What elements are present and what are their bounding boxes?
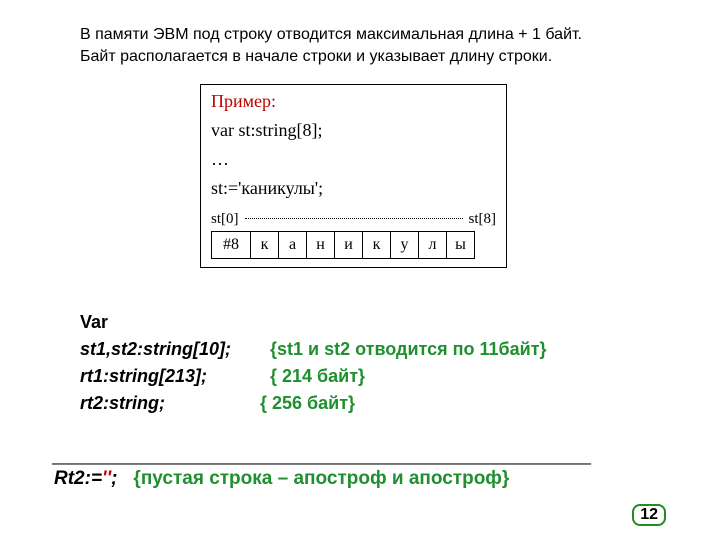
cell-row: #8 к а н и к у л ы <box>211 231 496 259</box>
cell: к <box>362 231 391 259</box>
cell: ы <box>446 231 475 259</box>
example-title: Пример: <box>211 91 496 112</box>
code-row: rt2:string; { 256 байт} <box>80 393 660 414</box>
index-row: st[0] st[8] <box>211 211 496 228</box>
var-keyword: Var <box>80 312 108 333</box>
cell: л <box>418 231 447 259</box>
intro-line-2: Байт располагается в начале строки и ука… <box>80 46 680 68</box>
var-row: Var <box>80 312 660 333</box>
comment: { 214 байт} <box>270 366 365 387</box>
example-box: Пример: var st:string[8]; … st:='каникул… <box>200 84 507 268</box>
rt2-comment: {пустая строка – апостроф и апостроф} <box>133 468 509 490</box>
cell: а <box>278 231 307 259</box>
rt2-quotes: '' <box>102 468 111 490</box>
cell: к <box>250 231 279 259</box>
cell: и <box>334 231 363 259</box>
slide: В памяти ЭВМ под строку отводится максим… <box>0 0 720 540</box>
intro-text: В памяти ЭВМ под строку отводится максим… <box>80 24 680 67</box>
code-row: rt1:string[213]; { 214 байт} <box>80 366 660 387</box>
example-decl: var st:string[8]; <box>211 120 496 141</box>
cell: #8 <box>211 231 251 259</box>
decl: st1,st2:string[10]; <box>80 339 270 360</box>
code-block: Var st1,st2:string[10]; {st1 и st2 отвод… <box>80 312 660 420</box>
rt2-row: Rt2:= '' ; {пустая строка – апостроф и а… <box>54 468 509 490</box>
example-ellipsis: … <box>211 149 496 170</box>
page-number: 12 <box>632 504 666 526</box>
decl: rt2:string; <box>80 393 260 414</box>
index-right: st[8] <box>469 211 497 228</box>
comment: {st1 и st2 отводится по 11байт} <box>270 339 547 360</box>
index-dots <box>245 217 463 219</box>
separator-line: ________________________________________… <box>52 446 672 466</box>
code-row: st1,st2:string[10]; {st1 и st2 отводится… <box>80 339 660 360</box>
example-assign: st:='каникулы'; <box>211 178 496 199</box>
rt2-semicolon: ; <box>111 468 117 490</box>
index-left: st[0] <box>211 211 239 228</box>
intro-line-1: В памяти ЭВМ под строку отводится максим… <box>80 24 680 46</box>
decl: rt1:string[213]; <box>80 366 270 387</box>
comment: { 256 байт} <box>260 393 355 414</box>
cell: у <box>390 231 419 259</box>
rt2-label: Rt2:= <box>54 468 102 490</box>
cell: н <box>306 231 335 259</box>
